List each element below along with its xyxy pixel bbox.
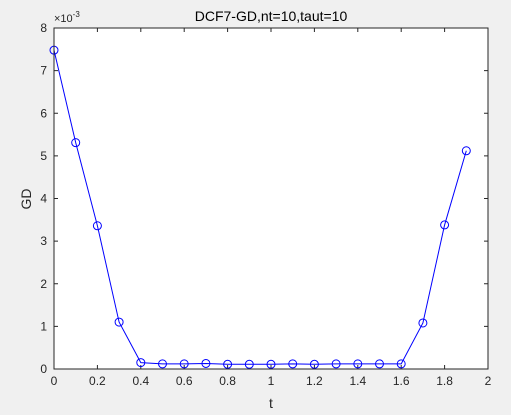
y-tick-label: 6 [40, 106, 47, 120]
x-tick-label: 1.8 [436, 374, 453, 388]
y-axis-ticks: 0 1 2 3 4 5 6 7 8 [40, 21, 488, 376]
data-point [136, 358, 146, 368]
x-tick-label: 0.2 [89, 374, 106, 388]
y-tick-label: 1 [40, 319, 47, 333]
x-axis-ticks: 0 0.2 0.4 0.6 0.8 1 1.2 1.4 1.6 1.8 2 [51, 28, 492, 388]
y-exponent-label: ×10-3 [54, 10, 80, 25]
data-point [114, 317, 124, 327]
data-point [309, 359, 319, 369]
x-tick-label: 1.2 [306, 374, 323, 388]
data-point [71, 138, 81, 148]
data-point [396, 359, 406, 369]
data-point [353, 359, 363, 369]
y-tick-label: 5 [40, 149, 47, 163]
x-tick-label: 0.6 [176, 374, 193, 388]
chart-title: DCF7-GD,nt=10,taut=10 [195, 8, 348, 24]
svg-text:×10-3: ×10-3 [54, 10, 80, 25]
data-point [223, 359, 233, 369]
plot-area [54, 28, 488, 369]
x-tick-label: 0 [51, 374, 58, 388]
data-point [201, 358, 211, 368]
y-tick-label: 4 [40, 192, 47, 206]
x-tick-label: 2 [485, 374, 492, 388]
data-point [461, 146, 471, 156]
data-point [266, 359, 276, 369]
data-point [288, 359, 298, 369]
data-point [179, 359, 189, 369]
data-point [92, 221, 102, 231]
y-axis-label: GD [18, 189, 34, 210]
x-tick-label: 0.4 [132, 374, 149, 388]
data-point [158, 359, 167, 369]
y-tick-label: 3 [40, 234, 47, 248]
y-tick-label: 7 [40, 64, 47, 78]
data-point [418, 318, 428, 328]
series-layer [49, 45, 471, 369]
y-tick-label: 8 [40, 21, 47, 35]
y-tick-label: 2 [40, 277, 47, 291]
x-tick-label: 1.4 [349, 374, 366, 388]
axes-box [53, 27, 489, 370]
y-exponent-base: ×10 [54, 13, 73, 25]
data-point [440, 220, 450, 230]
x-tick-label: 0.8 [219, 374, 236, 388]
x-tick-label: 1 [268, 374, 275, 388]
data-point [331, 359, 341, 369]
y-tick-label: 0 [40, 362, 47, 376]
y-exponent-power: -3 [73, 10, 81, 19]
x-axis-label: t [269, 395, 273, 411]
x-tick-label: 1.6 [393, 374, 410, 388]
data-point [375, 359, 384, 369]
data-point [244, 359, 254, 369]
